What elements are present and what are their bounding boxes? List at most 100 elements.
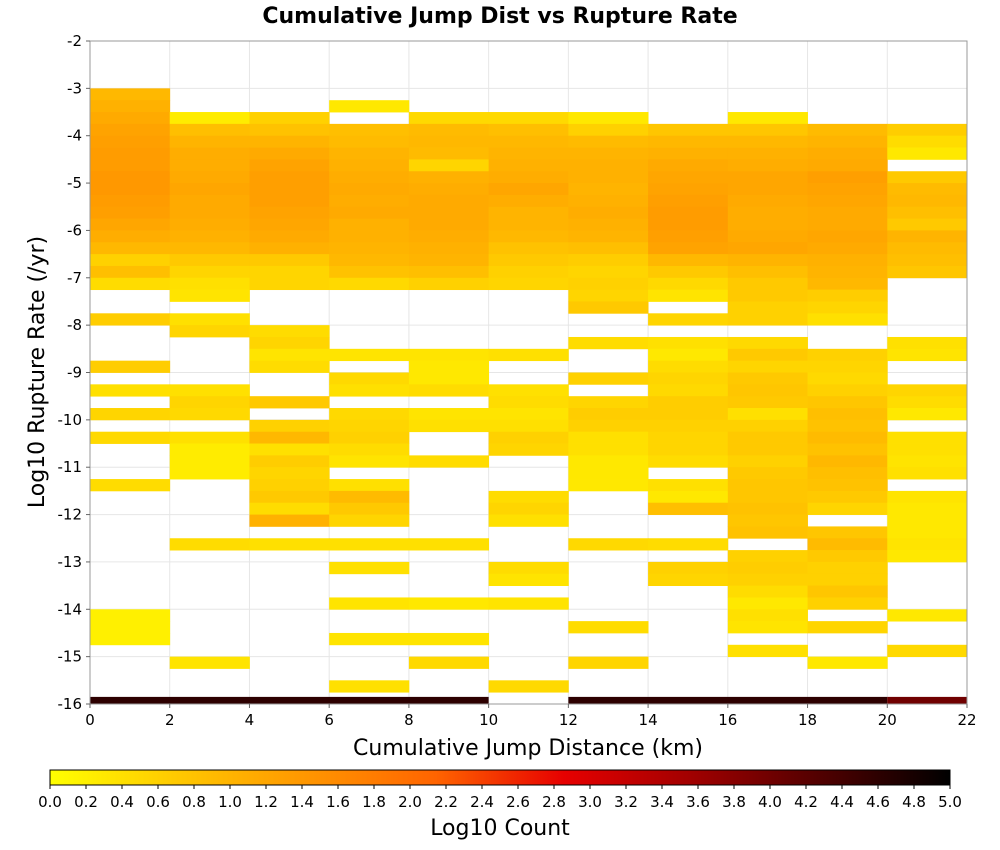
heatmap-cell xyxy=(90,254,171,267)
heatmap-cell xyxy=(90,384,171,397)
heatmap-cell xyxy=(727,313,808,326)
heatmap-cell xyxy=(807,502,888,515)
heatmap-cell xyxy=(648,372,729,385)
heatmap-cell xyxy=(887,431,968,444)
heatmap-cell xyxy=(568,242,649,255)
heatmap-cell xyxy=(488,443,569,456)
heatmap-cell xyxy=(488,419,569,433)
heatmap-cell xyxy=(90,218,171,231)
x-tick-label: 6 xyxy=(324,711,334,729)
heatmap-cell xyxy=(727,147,808,160)
heatmap-cell xyxy=(727,171,808,184)
heatmap-cell xyxy=(90,277,171,291)
heatmap-cell xyxy=(329,254,410,267)
heatmap-cell xyxy=(727,384,808,397)
heatmap-cell xyxy=(408,206,490,219)
colorbar-tick-label: 4.8 xyxy=(902,793,926,811)
heatmap-cell xyxy=(408,656,490,669)
heatmap-cell xyxy=(408,159,490,172)
heatmap-cell xyxy=(90,242,171,255)
heatmap-cell xyxy=(568,431,649,444)
heatmap-cell xyxy=(249,265,330,279)
heatmap-cell xyxy=(727,408,808,421)
heatmap-cell xyxy=(408,265,490,279)
heatmap-cell xyxy=(329,372,410,385)
heatmap-cell xyxy=(807,254,888,267)
heatmap-cell xyxy=(488,147,569,160)
heatmap-cell xyxy=(329,419,410,433)
heatmap-cell xyxy=(329,680,410,693)
heatmap-cell xyxy=(169,254,250,267)
heatmap-cell-bottom-band xyxy=(90,696,489,704)
x-tick-label: 2 xyxy=(165,711,175,729)
heatmap-cell xyxy=(648,419,729,433)
heatmap-cell xyxy=(90,88,171,101)
heatmap-cell xyxy=(329,348,410,362)
x-tick-label: 18 xyxy=(798,711,817,729)
heatmap-cell xyxy=(408,218,490,231)
heatmap-cell xyxy=(887,550,968,563)
heatmap-cell xyxy=(727,265,808,279)
heatmap-cell xyxy=(568,419,649,433)
heatmap-cell xyxy=(648,538,729,551)
heatmap-cell xyxy=(648,490,729,504)
heatmap-cell xyxy=(648,194,729,208)
heatmap-cell xyxy=(648,242,729,255)
heatmap-cell xyxy=(727,301,808,314)
heatmap-cell xyxy=(568,277,649,291)
heatmap-cell xyxy=(807,396,888,409)
heatmap-cell xyxy=(807,455,888,468)
heatmap-cell xyxy=(329,194,410,208)
colorbar-tick-label: 0.8 xyxy=(182,793,206,811)
heatmap-cell xyxy=(727,467,808,480)
heatmap-cell xyxy=(727,490,808,504)
heatmap-cell xyxy=(648,561,729,575)
x-tick-label: 4 xyxy=(245,711,255,729)
heatmap-cell xyxy=(648,289,729,302)
heatmap-cell xyxy=(648,384,729,397)
heatmap-cell xyxy=(568,443,649,456)
heatmap-cell xyxy=(887,147,968,160)
heatmap-cell xyxy=(488,514,569,527)
heatmap-cell xyxy=(90,135,171,148)
heatmap-cell xyxy=(727,644,808,658)
heatmap-cell xyxy=(408,408,490,421)
y-tick-label: -7 xyxy=(67,269,82,287)
heatmap-cell xyxy=(887,348,968,362)
heatmap-cell xyxy=(90,313,171,326)
colorbar-tick-label: 4.4 xyxy=(830,793,854,811)
heatmap-cell xyxy=(90,479,171,492)
heatmap-cell xyxy=(807,183,888,196)
heatmap-cell xyxy=(249,490,330,504)
heatmap-cell xyxy=(408,597,490,610)
heatmap-cell xyxy=(90,230,171,243)
heatmap-cell xyxy=(568,289,649,302)
heatmap-cell xyxy=(727,112,808,125)
heatmap-cell xyxy=(408,171,490,184)
heatmap-cells xyxy=(90,88,968,704)
heatmap-cell xyxy=(408,632,490,646)
heatmap-cell xyxy=(488,159,569,172)
colorbar-tick-label: 4.0 xyxy=(758,793,782,811)
heatmap-cell xyxy=(249,112,330,125)
heatmap-cell xyxy=(488,242,569,255)
heatmap-cell xyxy=(408,242,490,255)
colorbar-tick-label: 1.6 xyxy=(326,793,350,811)
y-tick-label: -12 xyxy=(58,506,83,524)
heatmap-cell xyxy=(488,561,569,575)
heatmap-cell xyxy=(648,183,729,196)
heatmap-cell xyxy=(408,194,490,208)
x-axis-ticks: 0 2 4 6 8 10 12 14 16 18 20 22 xyxy=(85,704,977,729)
heatmap-cell xyxy=(169,135,250,148)
heatmap-cell xyxy=(90,100,171,113)
heatmap-cell xyxy=(807,467,888,480)
heatmap-cell xyxy=(887,242,968,255)
heatmap-cell xyxy=(727,396,808,409)
heatmap-cell xyxy=(727,135,808,148)
heatmap-cell xyxy=(329,384,410,397)
heatmap-cell xyxy=(169,147,250,160)
heatmap-cell xyxy=(249,194,330,208)
heatmap-cell xyxy=(169,656,250,669)
heatmap-cell xyxy=(887,183,968,196)
heatmap-cell xyxy=(887,490,968,504)
